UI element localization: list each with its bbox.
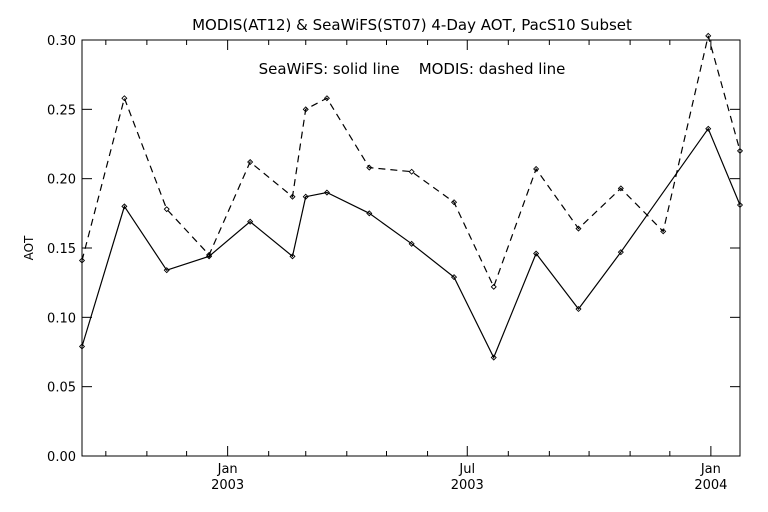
data-point-seawifs: [289, 253, 296, 260]
data-point-seawifs: [247, 218, 254, 225]
x-tick-year-label: 2004: [694, 478, 727, 493]
x-tick-year-label: 2003: [211, 478, 244, 493]
y-tick-label: 0.30: [47, 34, 76, 49]
y-tick-label: 0.15: [47, 242, 76, 257]
data-point-modis: [302, 106, 309, 113]
data-point-modis: [121, 95, 128, 102]
ticks-layer: 0.000.050.100.150.200.250.30Jan2003Jul20…: [47, 34, 740, 493]
data-point-modis: [289, 193, 296, 200]
x-tick-month-label: Jan: [217, 462, 238, 477]
data-point-seawifs: [450, 274, 458, 281]
data-point-modis: [78, 257, 86, 264]
y-tick-label: 0.05: [47, 381, 76, 396]
chart-title: MODIS(AT12) & SeaWiFS(ST07) 4-Day AOT, P…: [192, 16, 632, 34]
data-point-seawifs: [533, 250, 540, 257]
y-tick-label: 0.25: [47, 103, 76, 118]
data-point-seawifs: [366, 210, 373, 217]
data-point-seawifs: [490, 354, 497, 361]
y-tick-label: 0.00: [47, 450, 76, 465]
data-point-modis: [408, 168, 415, 175]
data-point-seawifs: [121, 203, 128, 210]
data-point-modis: [450, 199, 458, 206]
data-point-seawifs: [323, 189, 330, 196]
data-point-modis: [617, 185, 624, 192]
data-point-modis: [206, 251, 213, 258]
y-tick-label: 0.10: [47, 311, 76, 326]
x-tick-month-label: Jan: [700, 462, 721, 477]
chart-annotation: SeaWiFS: solid line MODIS: dashed line: [259, 60, 566, 78]
y-tick-label: 0.20: [47, 173, 76, 188]
series-layer: [78, 32, 744, 361]
data-point-modis: [575, 225, 582, 232]
data-point-modis: [323, 95, 330, 102]
x-tick-month-label: Jul: [458, 462, 475, 477]
data-point-seawifs: [575, 305, 582, 313]
data-point-seawifs: [705, 125, 712, 132]
data-point-modis: [705, 32, 712, 39]
plot-frame: [81, 39, 741, 457]
x-tick-year-label: 2003: [451, 478, 484, 493]
series-line-modis: [81, 35, 741, 289]
data-point-modis: [490, 283, 497, 290]
data-point-modis: [366, 164, 373, 171]
data-point-modis: [247, 158, 254, 166]
data-point-seawifs: [78, 343, 86, 350]
data-point-seawifs: [408, 240, 415, 247]
data-point-modis: [660, 228, 667, 235]
data-point-seawifs: [617, 249, 624, 256]
data-point-seawifs: [302, 193, 309, 200]
data-point-seawifs: [736, 201, 744, 209]
data-point-modis: [533, 165, 540, 172]
data-point-modis: [736, 147, 744, 154]
y-axis-label: AOT: [22, 235, 36, 260]
series-line-seawifs: [81, 127, 741, 359]
data-point-seawifs: [163, 267, 170, 274]
data-point-modis: [163, 206, 170, 213]
